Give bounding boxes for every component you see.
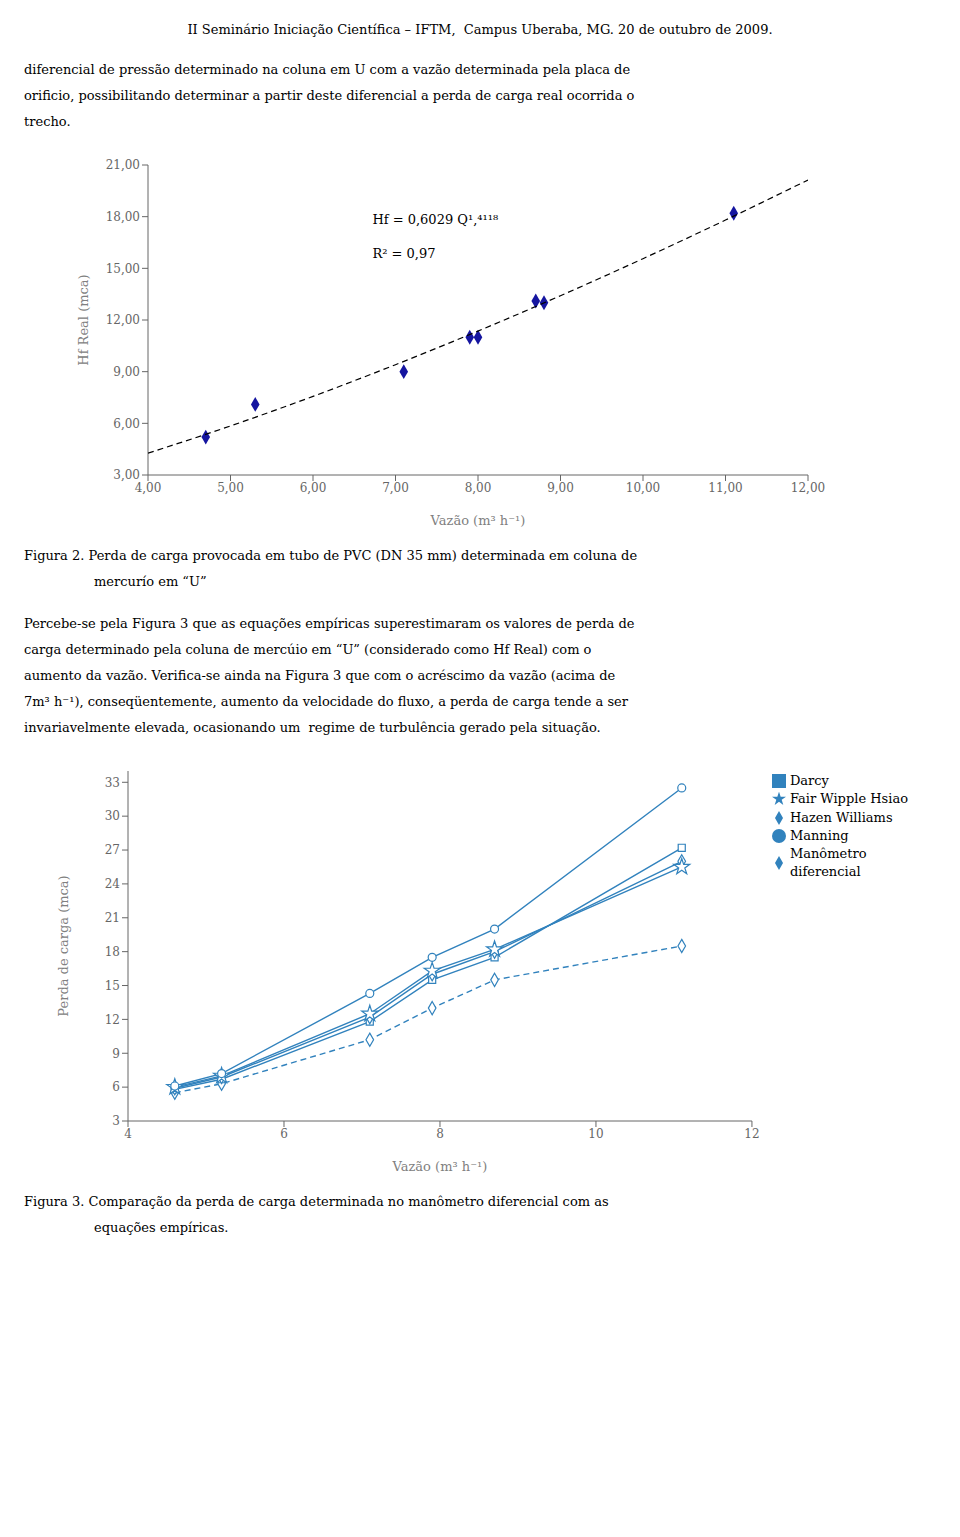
html-text:aumento da vazão. Verifica-se: aumento da vazão. Verifica-se ainda na F… <box>24 668 616 683</box>
svg-text:33: 33 <box>105 776 120 790</box>
svg-text:10,00: 10,00 <box>626 481 660 495</box>
html-text:II Seminário Iniciação Científ: II Seminário Iniciação Científica – IFTM… <box>187 22 773 37</box>
html-text:Percebe-se pela Figura 3 que a: Percebe-se pela Figura 3 que as equações… <box>24 616 635 631</box>
svg-text:9: 9 <box>112 1047 120 1061</box>
svg-text:4,00: 4,00 <box>135 481 162 495</box>
html-text:diferencial de pressão determi: diferencial de pressão determinado na co… <box>24 62 631 77</box>
html-text:Manning: Manning <box>789 828 849 843</box>
svg-text:21: 21 <box>105 911 120 925</box>
html-text:7m³ h⁻¹), conseqüentemente, au: 7m³ h⁻¹), conseqüentemente, aumento da v… <box>24 694 628 709</box>
svg-text:8: 8 <box>436 1127 444 1141</box>
html-text:Hf = 0,6029 Q¹,⁴¹¹⁸: Hf = 0,6029 Q¹,⁴¹¹⁸ <box>372 211 499 227</box>
svg-text:30: 30 <box>105 809 120 823</box>
svg-text:9,00: 9,00 <box>113 365 140 379</box>
svg-text:6: 6 <box>112 1080 120 1094</box>
svg-text:18,00: 18,00 <box>106 210 140 224</box>
svg-text:6,00: 6,00 <box>113 417 140 431</box>
html-text:R² = 0,97: R² = 0,97 <box>372 245 436 261</box>
svg-text:12,00: 12,00 <box>791 481 825 495</box>
html-text:Figura 3. Comparação da perda: Figura 3. Comparação da perda de carga d… <box>24 1194 609 1209</box>
svg-text:21,00: 21,00 <box>106 158 140 172</box>
html-text:equações empíricas.: equações empíricas. <box>94 1220 229 1235</box>
svg-text:Hf Real (mca): Hf Real (mca) <box>76 274 91 365</box>
svg-text:12: 12 <box>105 1013 120 1027</box>
svg-text:12,00: 12,00 <box>106 313 140 327</box>
svg-text:4: 4 <box>124 1127 132 1141</box>
html-text:trecho.: trecho. <box>24 114 71 129</box>
html-text:Fair Wipple Hsiao: Fair Wipple Hsiao <box>789 791 908 806</box>
svg-text:10: 10 <box>588 1127 603 1141</box>
html-text:Darcy: Darcy <box>789 772 829 788</box>
svg-text:3: 3 <box>112 1114 120 1128</box>
svg-text:Perda de carga (mca): Perda de carga (mca) <box>56 875 71 1016</box>
svg-text:Vazão (m³ h⁻¹): Vazão (m³ h⁻¹) <box>430 513 526 528</box>
svg-text:6: 6 <box>280 1127 288 1141</box>
svg-text:5,00: 5,00 <box>217 481 244 495</box>
html-text:Hazen Williams: Hazen Williams <box>789 809 893 825</box>
svg-text:8,00: 8,00 <box>465 481 492 495</box>
svg-text:7,00: 7,00 <box>382 481 409 495</box>
svg-text:24: 24 <box>105 877 121 891</box>
svg-text:9,00: 9,00 <box>547 481 574 495</box>
svg-text:Vazão (m³ h⁻¹): Vazão (m³ h⁻¹) <box>392 1159 488 1174</box>
svg-text:12: 12 <box>744 1127 759 1141</box>
svg-text:15: 15 <box>105 979 120 993</box>
html-text:Figura 2. Perda de carga provo: Figura 2. Perda de carga provocada em tu… <box>24 548 638 563</box>
svg-text:11,00: 11,00 <box>708 481 742 495</box>
html-text:carga determinado pela coluna: carga determinado pela coluna de mercúio… <box>24 642 592 657</box>
svg-text:3,00: 3,00 <box>113 468 140 482</box>
html-text:invariavelmente elevada, ocasi: invariavelmente elevada, ocasionando um … <box>24 720 601 735</box>
svg-text:18: 18 <box>105 945 120 959</box>
svg-text:27: 27 <box>105 843 120 857</box>
html-text:mercurío em “U”: mercurío em “U” <box>94 574 207 589</box>
svg-text:15,00: 15,00 <box>106 262 140 276</box>
html-text:orificio, possibilitando deter: orificio, possibilitando determinar a pa… <box>24 88 635 103</box>
html-text:Manômetro diferencial: Manômetro diferencial <box>789 846 867 879</box>
svg-text:6,00: 6,00 <box>300 481 327 495</box>
